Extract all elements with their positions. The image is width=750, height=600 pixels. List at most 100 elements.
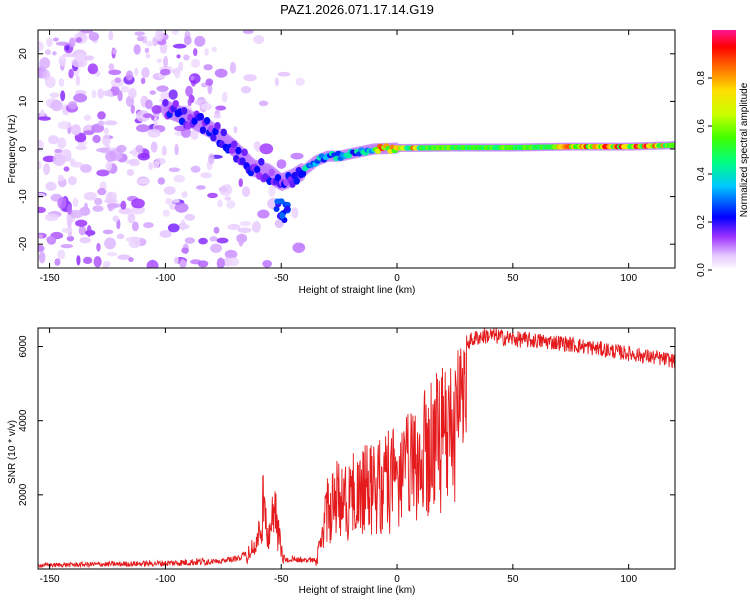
spectrogram-ridge-cell	[293, 177, 300, 185]
colorbar-ticks: 0.0 0.2 0.4 0.6 0.8	[696, 71, 712, 277]
spectrogram-noise-cell	[69, 158, 76, 165]
snr-y-axis: 2000 4000 6000	[18, 335, 675, 506]
snr-y-tick-label: 4000	[18, 409, 29, 432]
spectrogram-noise-cell	[104, 237, 116, 250]
spectrogram-noise-cell	[204, 48, 209, 56]
spectrogram-noise-cell	[262, 259, 273, 268]
spectrogram-noise-cell	[131, 221, 139, 232]
spectrogram-noise-cell	[145, 99, 153, 110]
spectrogram-noise-cell	[181, 247, 189, 254]
snr-y-tick-label: 2000	[18, 483, 29, 506]
spectrogram-noise-cell	[67, 176, 77, 186]
spectrogram-noise-cell	[38, 139, 45, 152]
spectrogram-ridge-cell	[210, 133, 217, 142]
spectrogram-noise-cell	[97, 188, 107, 196]
spectrogram-noise-cell	[183, 54, 190, 61]
spectrogram-noise-cell	[105, 151, 117, 162]
spectrogram-noise-cell	[125, 70, 134, 81]
spectrogram-noise-cell	[75, 219, 88, 227]
spectrogram-ridge-cell	[274, 173, 282, 182]
spectrogram-noise-cell	[66, 203, 73, 215]
spectrogram-noise-cell	[53, 37, 59, 42]
spectrogram-noise-cell	[183, 35, 192, 46]
spectrogram-ridge-cell	[258, 157, 265, 166]
spectrogram-noise-cell	[74, 53, 86, 62]
spectrogram-noise-cell	[173, 256, 179, 265]
spectrogram-noise-cell	[120, 200, 127, 210]
spectrogram-x-tick-label: 0	[394, 273, 400, 284]
spectrogram-noise-cell	[61, 227, 73, 233]
spectrogram-noise-cell	[216, 237, 229, 244]
spectrogram-noise-cell	[167, 223, 180, 233]
spectrogram-noise-cell	[241, 186, 251, 197]
spectrogram-noise-cell	[172, 43, 187, 49]
spectrogram-y-tick-label: -20	[18, 237, 29, 252]
spectrogram-noise-cell	[108, 69, 122, 76]
spectrogram-noise-cell	[104, 198, 118, 204]
spectrogram-noise-cell	[194, 35, 206, 47]
spectrogram-ridge-cell	[230, 140, 238, 149]
spectrogram-noise-cell	[54, 258, 61, 266]
spectrogram-noise-cell	[75, 75, 81, 87]
spectrogram-noise-cell	[39, 57, 51, 69]
spectrogram-noise-cell	[57, 249, 66, 260]
spectrogram-noise-cell	[49, 92, 60, 98]
spectrogram-noise-cell	[38, 206, 46, 214]
spectrogram-noise-cell	[42, 155, 57, 163]
spectrogram-noise-cell	[75, 145, 87, 151]
spectrogram-noise-cell	[134, 67, 139, 76]
spectrogram-noise-cell	[224, 196, 232, 201]
spectrogram-noise-cell	[274, 219, 284, 229]
spectrogram-noise-cell	[114, 77, 122, 83]
spectrogram-noise-cell	[60, 244, 74, 249]
spectrogram-noise-cell	[45, 181, 57, 191]
spectrogram-noise-cell	[237, 227, 252, 233]
spectrogram-noise-cell	[160, 91, 171, 100]
spectrogram-noise-cell	[131, 198, 145, 209]
spectrogram-noise-cell	[102, 90, 113, 97]
spectrogram-noise-cell	[214, 68, 228, 78]
spectrogram-ridge-cell	[228, 146, 236, 155]
spectrogram-noise-cell	[67, 101, 78, 110]
spectrogram-noise-cell	[156, 58, 163, 64]
spectrogram-x-tick-label: -100	[155, 273, 175, 284]
spectrogram-noise-cell	[58, 55, 67, 67]
spectrogram-noise-cell	[151, 104, 162, 114]
spectrogram-noise-cell	[144, 47, 150, 54]
spectrogram-noise-cell	[215, 105, 227, 111]
spectrogram-noise-cell	[45, 49, 51, 56]
spectrogram-noise-cell	[253, 35, 265, 45]
spectrogram-noise-cell	[116, 233, 125, 240]
spectrogram-x-tick-label: 50	[507, 273, 519, 284]
spectrogram-noise-cell	[74, 132, 87, 143]
spectrogram-noise-cell	[88, 31, 100, 41]
spectrogram-cells	[38, 30, 675, 268]
spectrogram-noise-cell	[242, 30, 254, 34]
spectrogram-noise-cell	[145, 53, 151, 59]
spectrogram-noise-cell	[143, 222, 154, 229]
spectrogram-ridge-cell	[180, 106, 188, 115]
colorbar-label: Normalized spectral amplitude	[739, 82, 750, 217]
spectrogram-noise-cell	[258, 100, 269, 107]
spectrogram-noise-cell	[229, 61, 237, 74]
spectrogram-noise-cell	[48, 135, 59, 145]
spectrogram-noise-cell	[46, 236, 55, 243]
spectrogram-ridge-cell	[670, 142, 675, 148]
spectrogram-noise-cell	[108, 30, 114, 41]
spectrogram-noise-cell	[159, 68, 171, 76]
spectrogram-noise-cell	[163, 186, 176, 195]
spectrogram-noise-cell	[92, 134, 101, 144]
spectrogram-noise-cell	[128, 238, 141, 249]
snr-x-tick-label: -150	[40, 574, 60, 585]
spectrogram-x-tick-label: -50	[274, 273, 289, 284]
spectrogram-noise-cell	[147, 128, 161, 138]
spectrogram-y-tick-label: -10	[18, 189, 29, 204]
spectrogram-noise-cell	[57, 121, 72, 130]
spectrogram-noise-cell	[106, 203, 119, 209]
snr-plot-area	[38, 328, 675, 569]
spectrogram-noise-cell	[174, 202, 189, 213]
spectrogram-noise-cell	[38, 161, 42, 170]
spectrogram-noise-cell	[70, 124, 81, 136]
spectrogram-noise-cell	[222, 91, 228, 103]
spectrogram-noise-cell	[161, 145, 167, 157]
